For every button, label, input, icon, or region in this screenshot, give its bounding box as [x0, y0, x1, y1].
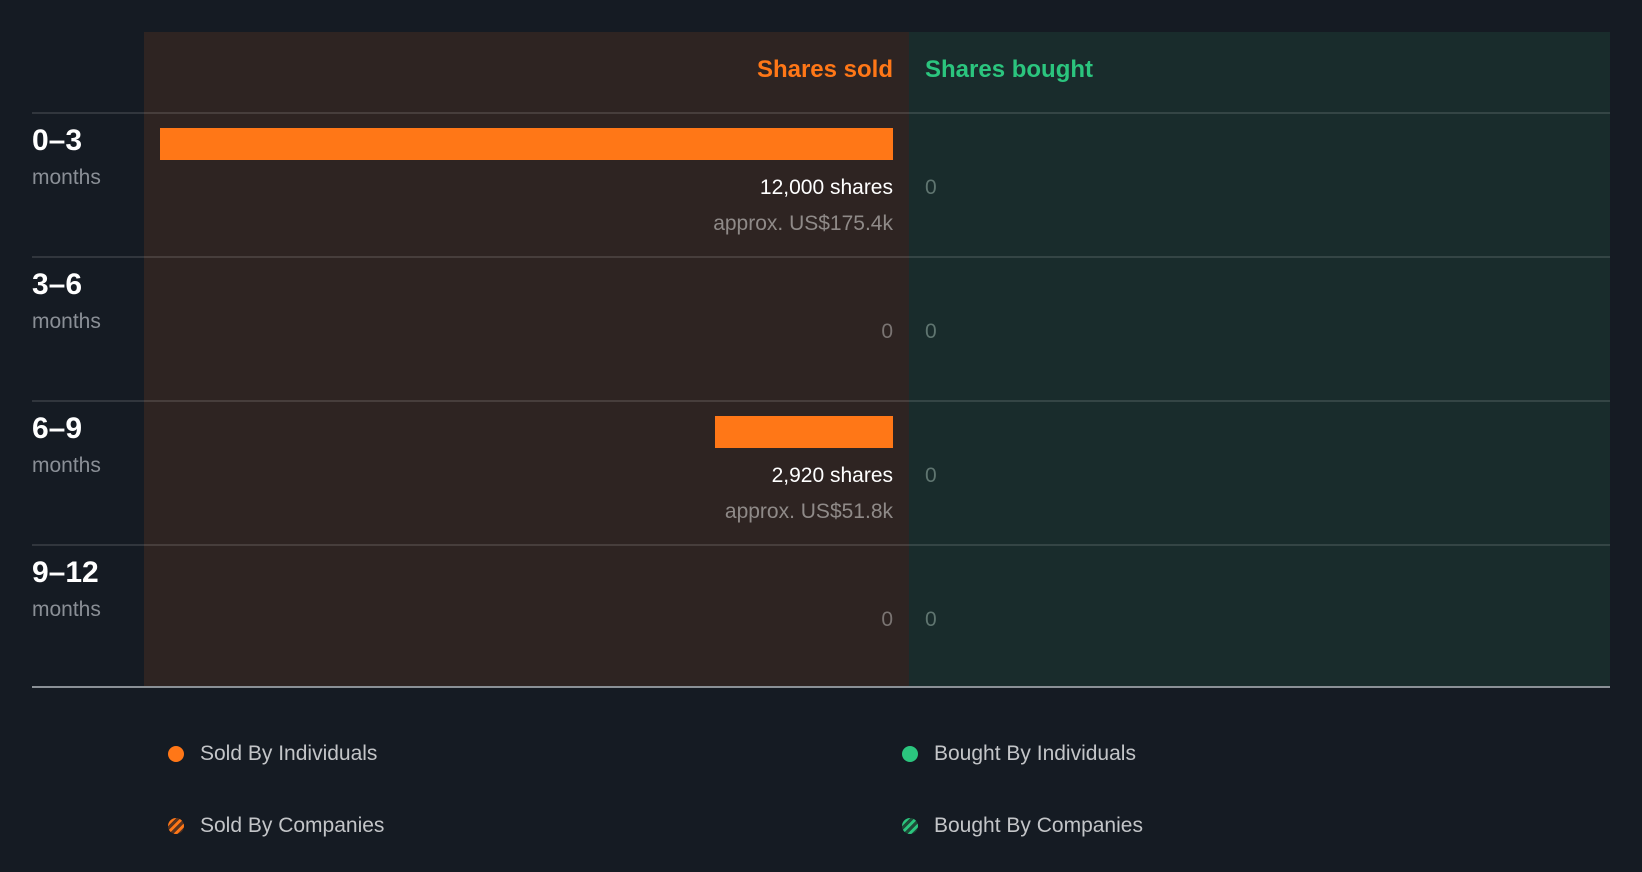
bought-value-0-3: 0: [925, 176, 937, 199]
bought-value-3-6: 0: [925, 320, 937, 343]
legend-sold-individuals[interactable]: Sold By Individuals: [168, 742, 377, 766]
row-unit: months: [32, 598, 101, 621]
row-divider: [32, 544, 1610, 546]
sold-value-6-9: approx. US$51.8k: [724, 500, 893, 523]
row-unit: months: [32, 166, 101, 189]
row-range: 3–6: [32, 268, 83, 301]
legend-label: Bought By Individuals: [934, 742, 1136, 765]
orange-dot-icon: [168, 746, 184, 762]
row-divider: [32, 400, 1610, 402]
chart-baseline: [32, 686, 1610, 688]
row-label-0-3: 0–3 months: [32, 124, 101, 190]
legend-bought-companies[interactable]: Bought By Companies: [902, 814, 1143, 838]
sold-bar-0-3[interactable]: [160, 128, 893, 160]
row-unit: months: [32, 310, 101, 333]
sold-value-9-12: 0: [881, 608, 893, 631]
row-label-3-6: 3–6 months: [32, 268, 101, 334]
green-dot-icon: [902, 746, 918, 762]
sold-value-3-6: 0: [881, 320, 893, 343]
row-range: 0–3: [32, 124, 83, 157]
orange-striped-dot-icon: [168, 818, 184, 834]
sold-shares-0-3: 12,000 shares: [759, 176, 893, 199]
sold-shares-6-9: 2,920 shares: [771, 464, 893, 487]
row-divider: [32, 112, 1610, 114]
legend-label: Bought By Companies: [934, 814, 1143, 837]
row-divider: [32, 256, 1610, 258]
bought-value-9-12: 0: [925, 608, 937, 631]
shares-bought-panel: [909, 32, 1610, 688]
legend-sold-companies[interactable]: Sold By Companies: [168, 814, 384, 838]
legend-label: Sold By Individuals: [200, 742, 378, 765]
legend-bought-individuals[interactable]: Bought By Individuals: [902, 742, 1136, 766]
shares-sold-header: Shares sold: [756, 56, 893, 83]
row-unit: months: [32, 454, 101, 477]
sold-bar-6-9[interactable]: [715, 416, 893, 448]
shares-bought-header: Shares bought: [925, 56, 1094, 83]
green-striped-dot-icon: [902, 818, 918, 834]
bought-value-6-9: 0: [925, 464, 937, 487]
row-label-9-12: 9–12 months: [32, 556, 101, 622]
row-label-6-9: 6–9 months: [32, 412, 101, 478]
row-range: 9–12: [32, 556, 99, 589]
sold-value-0-3: approx. US$175.4k: [713, 212, 893, 235]
legend-label: Sold By Companies: [200, 814, 385, 837]
row-range: 6–9: [32, 412, 83, 445]
